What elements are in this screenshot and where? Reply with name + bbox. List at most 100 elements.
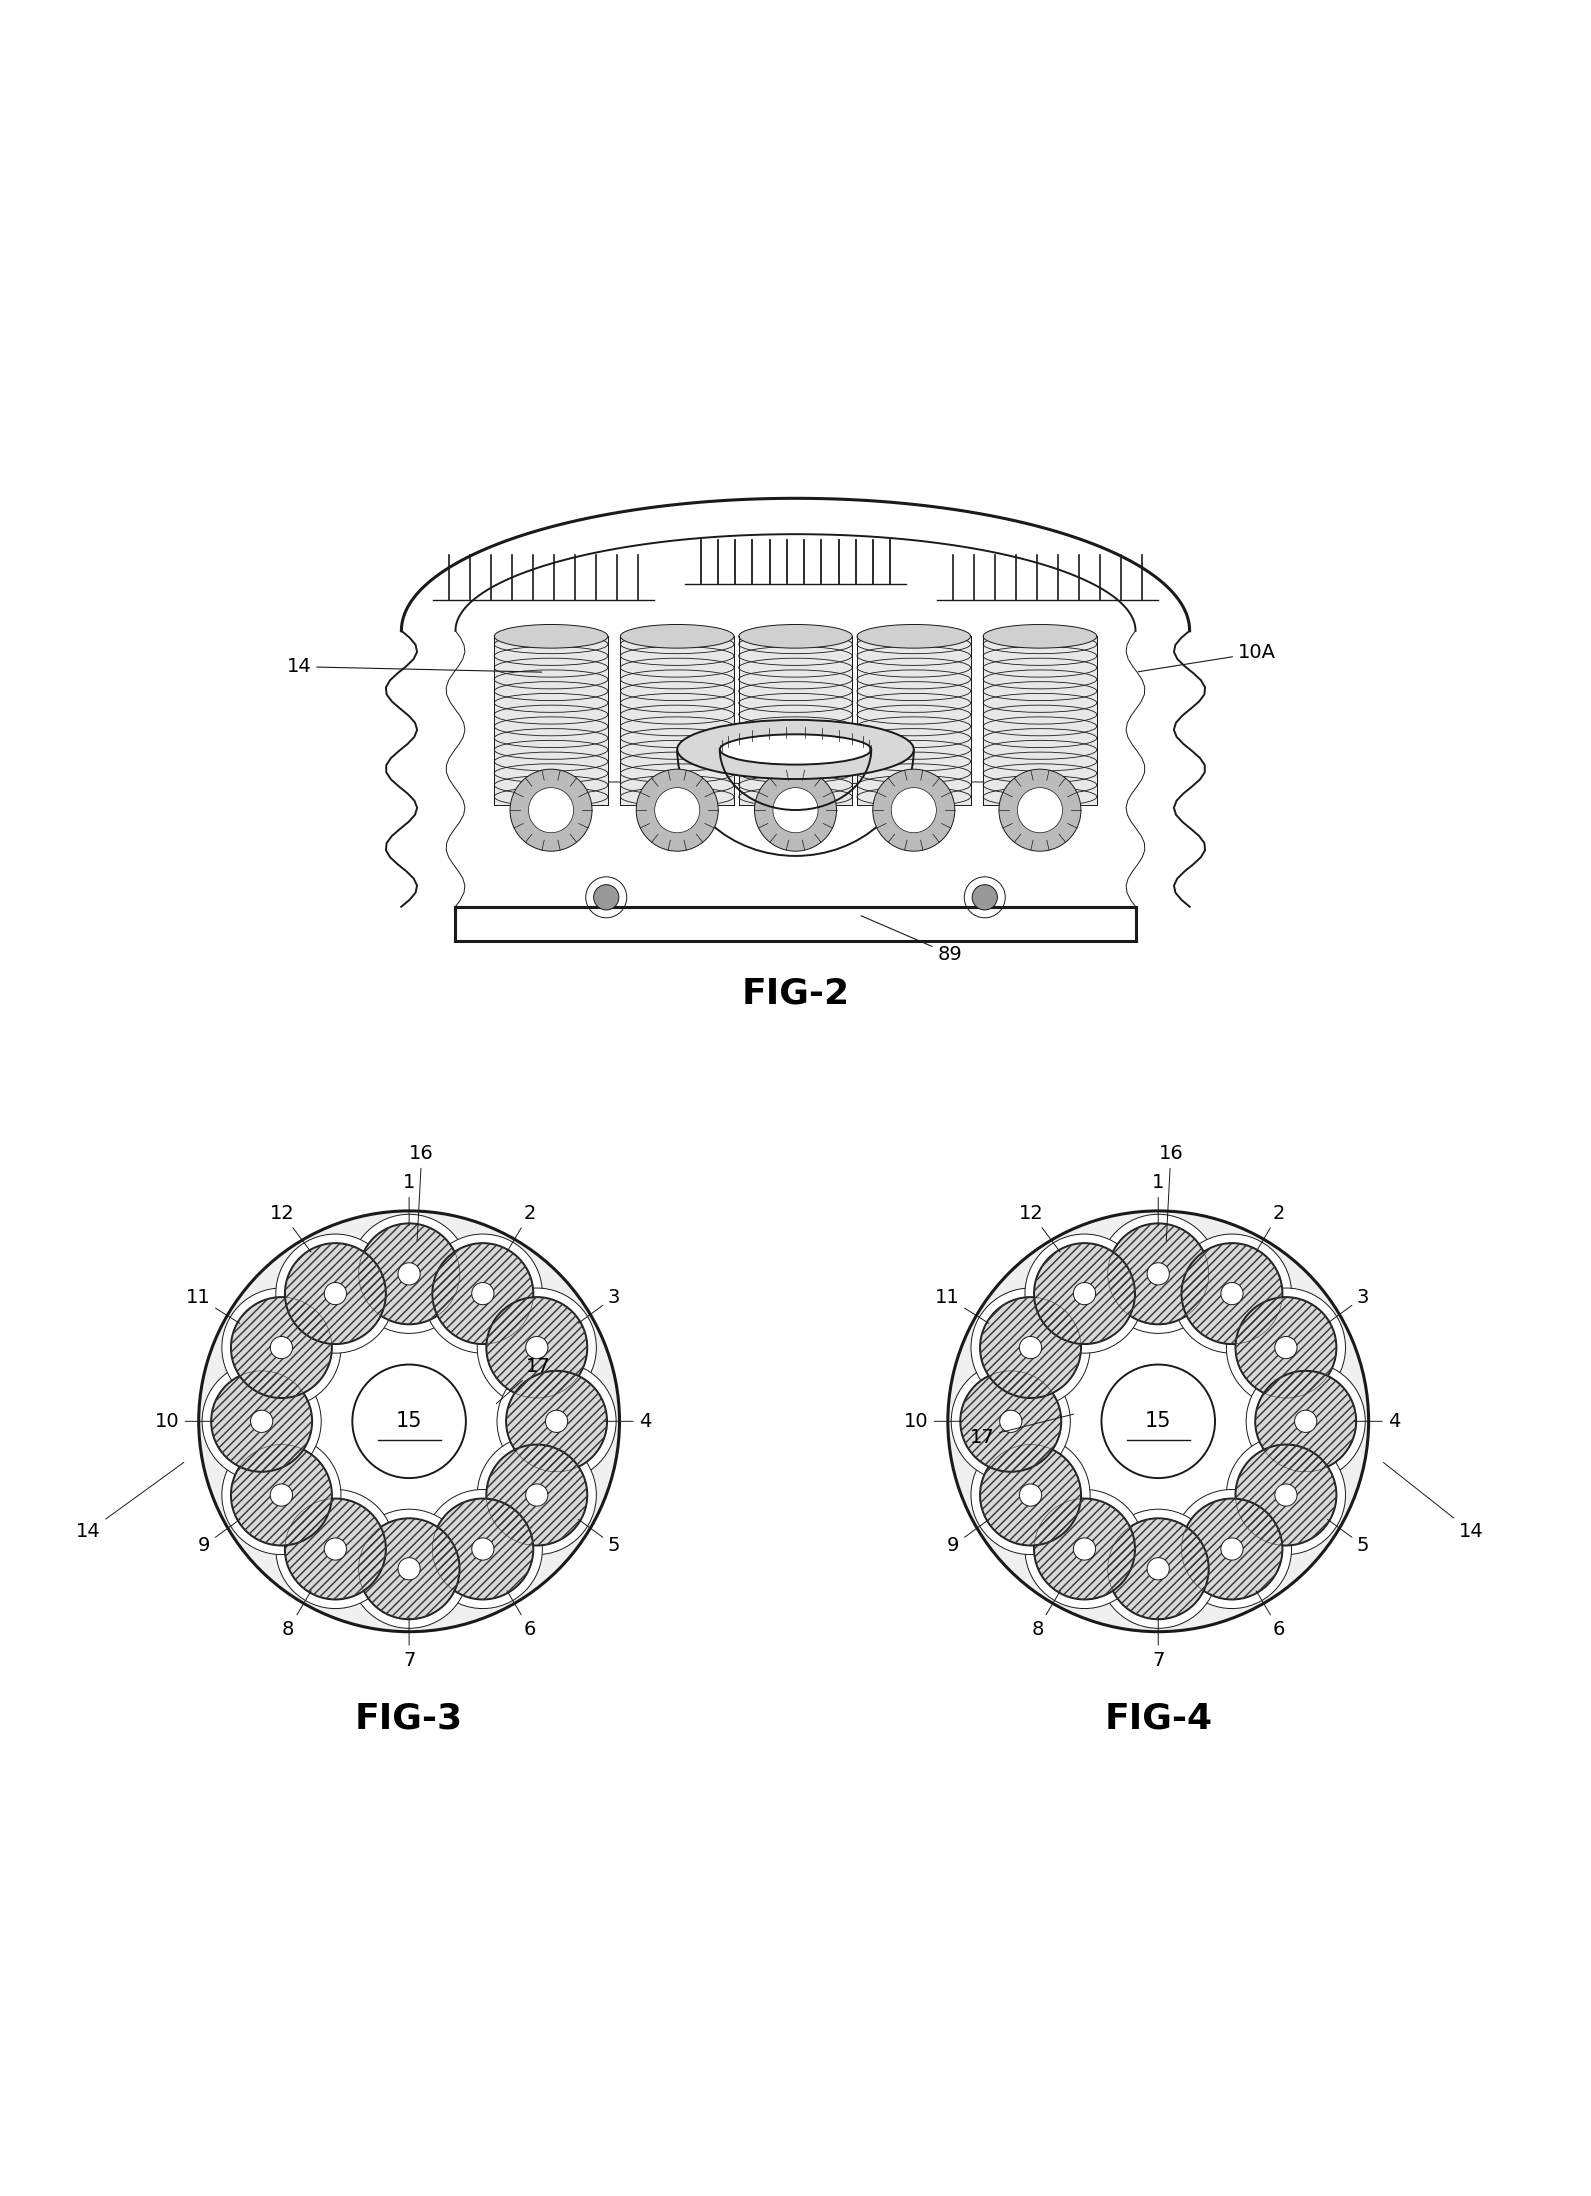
Circle shape	[1236, 1298, 1336, 1399]
FancyBboxPatch shape	[495, 637, 608, 804]
Text: 8: 8	[282, 1590, 312, 1638]
Circle shape	[525, 1484, 547, 1506]
Circle shape	[972, 885, 998, 909]
Circle shape	[221, 1289, 340, 1408]
Text: 3: 3	[1327, 1287, 1370, 1324]
Text: 15: 15	[396, 1412, 422, 1432]
Circle shape	[1020, 1337, 1042, 1359]
Circle shape	[971, 1436, 1090, 1555]
Ellipse shape	[738, 624, 853, 648]
Circle shape	[1182, 1243, 1282, 1344]
Circle shape	[977, 1241, 1340, 1603]
Text: 14: 14	[1384, 1463, 1483, 1542]
Text: 14: 14	[76, 1463, 185, 1542]
Circle shape	[1017, 788, 1063, 832]
Text: 8: 8	[1031, 1590, 1060, 1638]
Circle shape	[487, 1298, 587, 1399]
Text: 2: 2	[1255, 1203, 1286, 1252]
Circle shape	[1107, 1223, 1209, 1324]
Circle shape	[546, 1410, 568, 1432]
Text: 11: 11	[936, 1287, 990, 1324]
Circle shape	[275, 1234, 395, 1353]
Text: 6: 6	[508, 1590, 536, 1638]
Circle shape	[423, 1489, 543, 1607]
Circle shape	[873, 769, 955, 852]
Circle shape	[358, 1223, 460, 1324]
Circle shape	[1295, 1410, 1317, 1432]
Circle shape	[231, 1445, 333, 1546]
Circle shape	[1220, 1537, 1243, 1559]
Circle shape	[1182, 1498, 1282, 1599]
Text: 10A: 10A	[1138, 643, 1276, 672]
Circle shape	[358, 1517, 460, 1618]
Circle shape	[473, 1537, 493, 1559]
Ellipse shape	[858, 624, 971, 648]
Text: 15: 15	[1146, 1412, 1171, 1432]
Text: 4: 4	[1354, 1412, 1400, 1432]
Circle shape	[202, 1362, 321, 1480]
Circle shape	[511, 769, 592, 852]
Text: 16: 16	[409, 1144, 434, 1241]
Circle shape	[948, 1210, 1368, 1632]
Text: 16: 16	[1158, 1144, 1184, 1241]
Circle shape	[1147, 1557, 1169, 1579]
Circle shape	[891, 788, 937, 832]
Circle shape	[506, 1370, 608, 1471]
Text: 1: 1	[403, 1173, 415, 1225]
Circle shape	[1074, 1537, 1096, 1559]
Circle shape	[971, 1289, 1090, 1408]
Text: 11: 11	[186, 1287, 240, 1324]
Circle shape	[1227, 1436, 1346, 1555]
Circle shape	[1074, 1282, 1096, 1304]
FancyBboxPatch shape	[858, 637, 971, 804]
Circle shape	[961, 1370, 1061, 1471]
Circle shape	[1236, 1445, 1336, 1546]
Text: 2: 2	[508, 1203, 536, 1252]
Circle shape	[1227, 1289, 1346, 1408]
FancyBboxPatch shape	[620, 637, 733, 804]
Text: 89: 89	[861, 916, 963, 964]
Circle shape	[433, 1498, 533, 1599]
Text: FIG-3: FIG-3	[355, 1702, 463, 1735]
Circle shape	[1220, 1282, 1243, 1304]
Circle shape	[999, 1410, 1021, 1432]
Circle shape	[270, 1484, 293, 1506]
Circle shape	[1274, 1337, 1297, 1359]
Ellipse shape	[983, 624, 1096, 648]
Text: 4: 4	[605, 1412, 651, 1432]
Circle shape	[221, 1436, 340, 1555]
Circle shape	[199, 1210, 619, 1632]
Text: 17: 17	[969, 1414, 1074, 1447]
Circle shape	[773, 788, 818, 832]
Circle shape	[754, 769, 837, 852]
Text: 3: 3	[579, 1287, 620, 1324]
Circle shape	[212, 1370, 312, 1471]
Ellipse shape	[620, 624, 733, 648]
Circle shape	[325, 1537, 347, 1559]
Circle shape	[528, 788, 574, 832]
Circle shape	[270, 1337, 293, 1359]
Circle shape	[1147, 1263, 1169, 1285]
Circle shape	[1173, 1234, 1292, 1353]
Circle shape	[636, 769, 718, 852]
Ellipse shape	[719, 733, 872, 764]
Circle shape	[1099, 1509, 1217, 1627]
Ellipse shape	[678, 720, 913, 780]
Circle shape	[398, 1557, 420, 1579]
Text: 1: 1	[1152, 1173, 1165, 1225]
Text: 17: 17	[496, 1357, 550, 1403]
Text: FIG-2: FIG-2	[741, 977, 850, 1010]
Circle shape	[980, 1445, 1080, 1546]
Text: 10: 10	[154, 1412, 213, 1432]
Ellipse shape	[495, 624, 608, 648]
Circle shape	[593, 885, 619, 909]
Circle shape	[1274, 1484, 1297, 1506]
Circle shape	[999, 769, 1080, 852]
Text: 9: 9	[947, 1520, 990, 1555]
Text: 5: 5	[1327, 1520, 1370, 1555]
Circle shape	[1034, 1498, 1134, 1599]
Circle shape	[477, 1436, 597, 1555]
Circle shape	[1025, 1489, 1144, 1607]
Text: 9: 9	[197, 1520, 240, 1555]
Text: 12: 12	[1018, 1203, 1060, 1252]
